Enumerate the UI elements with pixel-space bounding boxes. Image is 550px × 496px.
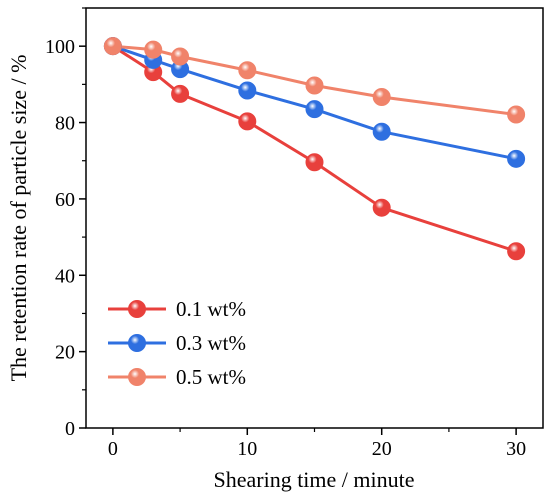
- legend-label: 0.1 wt%: [176, 297, 246, 321]
- y-axis-title: The retention rate of particle size / %: [6, 55, 31, 382]
- legend: 0.1 wt% 0.3 wt% 0.5 wt%: [108, 297, 246, 389]
- data-point: [171, 84, 190, 103]
- data-point: [305, 100, 324, 119]
- y-tick-label: 100: [45, 36, 75, 58]
- y-tick-label: 60: [55, 189, 75, 211]
- data-point: [238, 61, 257, 80]
- x-axis: 0 10 20 30: [108, 428, 526, 460]
- legend-marker: [128, 334, 146, 352]
- legend-marker: [128, 300, 146, 318]
- legend-item: 0.1 wt%: [108, 297, 246, 321]
- data-point: [507, 242, 526, 261]
- y-tick-label: 40: [55, 265, 75, 287]
- y-tick-label: 0: [65, 418, 75, 440]
- x-tick-label: 30: [506, 438, 526, 460]
- x-tick-label: 0: [108, 438, 118, 460]
- data-point: [144, 40, 163, 59]
- data-point: [171, 47, 190, 66]
- series-layer: [103, 37, 526, 261]
- data-point: [238, 81, 257, 100]
- x-tick-label: 20: [372, 438, 392, 460]
- data-point: [507, 149, 526, 168]
- y-tick-label: 20: [55, 342, 75, 364]
- data-point: [305, 76, 324, 95]
- data-point: [372, 122, 391, 141]
- y-axis: 0 20 40 60 80 100: [45, 7, 86, 440]
- x-axis-title: Shearing time / minute: [213, 467, 414, 492]
- data-point: [372, 198, 391, 217]
- x-tick-label: 10: [237, 438, 257, 460]
- legend-marker: [128, 368, 146, 386]
- legend-label: 0.5 wt%: [176, 365, 246, 389]
- data-point: [103, 37, 122, 56]
- legend-label: 0.3 wt%: [176, 331, 246, 355]
- data-point: [305, 153, 324, 172]
- legend-item: 0.5 wt%: [108, 365, 246, 389]
- data-point: [372, 87, 391, 106]
- y-tick-label: 80: [55, 113, 75, 135]
- data-point: [507, 105, 526, 124]
- data-point: [238, 112, 257, 131]
- legend-item: 0.3 wt%: [108, 331, 246, 355]
